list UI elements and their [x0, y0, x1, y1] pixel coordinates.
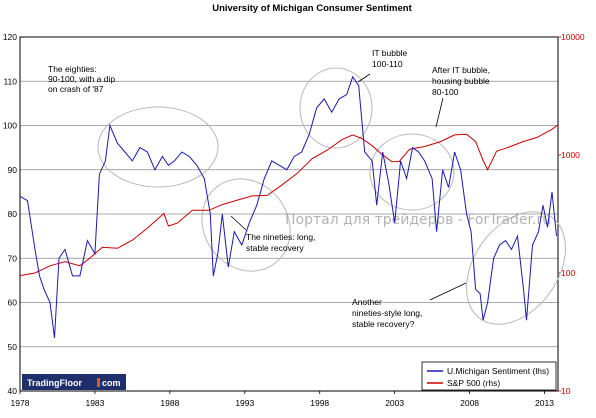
y-left-tick-label: 80 [8, 209, 18, 219]
annotation-nineties-line-2: stable recovery [246, 243, 304, 253]
y-left-tick-label: 120 [3, 32, 17, 42]
series-sp500-line [19, 124, 559, 277]
legend-label-sp500: S&P 500 (rhs) [447, 378, 500, 388]
ellipse-recovery [466, 211, 566, 325]
x-tick-label: 1998 [310, 398, 329, 408]
y-right-tick-label: 10000 [561, 32, 585, 42]
ellipse-housing [369, 133, 455, 211]
legend: U.Michigan Sentiment (lhs) S&P 500 (rhs) [421, 361, 557, 391]
x-tick-label: 1988 [160, 398, 179, 408]
annotation-nineties-line-1: The nineties: long, [246, 232, 315, 242]
ellipse-eighties [97, 106, 219, 188]
pointer-it-bubble [357, 73, 371, 83]
legend-label-sentiment: U.Michigan Sentiment (lhs) [447, 366, 549, 376]
annotation-nineties: The nineties: long, stable recovery [246, 232, 315, 253]
annotation-eighties-line-3: on crash of '87 [48, 84, 104, 94]
annotation-eighties-line-2: 90-100, with a dip [48, 74, 115, 84]
annotation-recovery-line-2: nineties-style long, [352, 308, 422, 318]
x-axis: 1978 1983 1988 1993 1998 2003 2008 2013 [11, 391, 554, 408]
annotation-housing: After IT bubble, housing bubble 80-100 [432, 65, 490, 97]
annotation-it-bubble: IT bubble 100-110 [372, 48, 408, 69]
pointer-housing [435, 97, 444, 128]
annotation-housing-line-3: 80-100 [432, 87, 459, 97]
annotation-it-bubble-line-2: 100-110 [372, 59, 403, 69]
y-axis-left: 40 50 60 70 80 90 100 110 120 [3, 32, 17, 396]
y-left-tick-label: 90 [8, 165, 18, 175]
brand-logo-dot [97, 378, 100, 387]
pointer-recovery [429, 282, 467, 301]
brand-logo-text-left: TradingFloor [27, 378, 82, 388]
series-sentiment-line [19, 75, 557, 338]
pointer-nineties [230, 215, 247, 231]
brand-logo-text-right: com [102, 378, 121, 388]
x-tick-label: 2008 [460, 398, 479, 408]
annotation-recovery: Another nineties-style long, stable reco… [352, 297, 422, 329]
chart-title: University of Michigan Consumer Sentimen… [212, 3, 412, 14]
y-axis-right: 10 100 1000 10000 [558, 32, 585, 396]
annotation-eighties: The eighties: 90-100, with a dip on cras… [48, 64, 115, 94]
y-left-tick-label: 70 [8, 253, 18, 263]
annotation-housing-line-1: After IT bubble, [432, 65, 490, 75]
annotation-ellipses [97, 67, 566, 325]
annotation-pointers [230, 73, 467, 301]
ellipse-it-bubble [299, 67, 373, 149]
brand-logo: TradingFloor com [22, 374, 126, 390]
y-left-tick-label: 60 [8, 298, 18, 308]
annotation-recovery-line-3: stable recovery? [352, 319, 415, 329]
annotation-eighties-line-1: The eighties: [48, 64, 97, 74]
y-left-tick-label: 40 [8, 386, 18, 396]
x-tick-label: 1983 [85, 398, 104, 408]
watermark: Портал для трейдеров - ForTrader.ru [285, 212, 551, 228]
y-right-tick-label: 10 [561, 386, 571, 396]
annotation-housing-line-2: housing bubble [432, 76, 490, 86]
annotation-it-bubble-line-1: IT bubble [372, 48, 408, 58]
y-left-tick-label: 110 [3, 76, 17, 86]
y-right-tick-label: 1000 [561, 150, 580, 160]
legend-box [421, 361, 557, 391]
x-tick-label: 1978 [11, 398, 30, 408]
y-right-tick-label: 100 [561, 268, 575, 278]
plot-area-frame [19, 36, 559, 392]
y-left-tick-label: 100 [3, 121, 17, 131]
x-tick-label: 2013 [535, 398, 554, 408]
x-tick-label: 2003 [385, 398, 404, 408]
annotation-recovery-line-1: Another [352, 297, 382, 307]
y-left-tick-label: 50 [8, 342, 18, 352]
x-tick-label: 1993 [235, 398, 254, 408]
